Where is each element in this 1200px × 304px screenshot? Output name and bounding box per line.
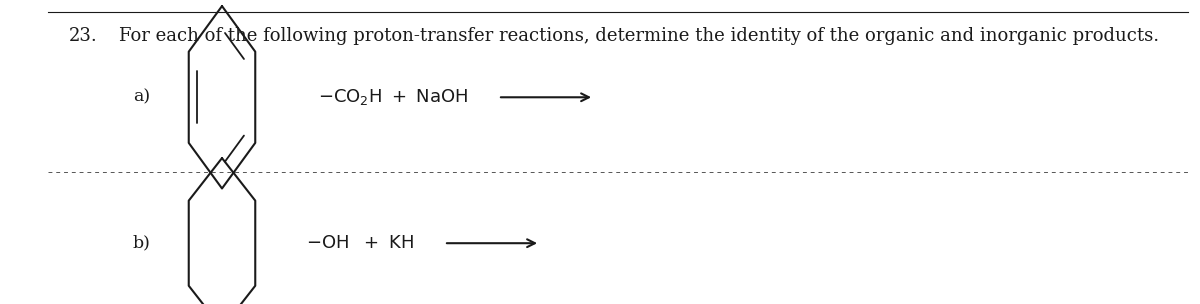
Text: $\mathregular{-OH\ \ +\ KH}$: $\mathregular{-OH\ \ +\ KH}$ bbox=[306, 234, 414, 252]
Text: 23.: 23. bbox=[68, 27, 97, 45]
Text: For each of the following proton-transfer reactions, determine the identity of t: For each of the following proton-transfe… bbox=[119, 27, 1159, 45]
Text: a): a) bbox=[133, 89, 150, 106]
Text: b): b) bbox=[132, 235, 150, 252]
Text: $\mathregular{-CO_2H\ +\ NaOH}$: $\mathregular{-CO_2H\ +\ NaOH}$ bbox=[318, 87, 468, 107]
